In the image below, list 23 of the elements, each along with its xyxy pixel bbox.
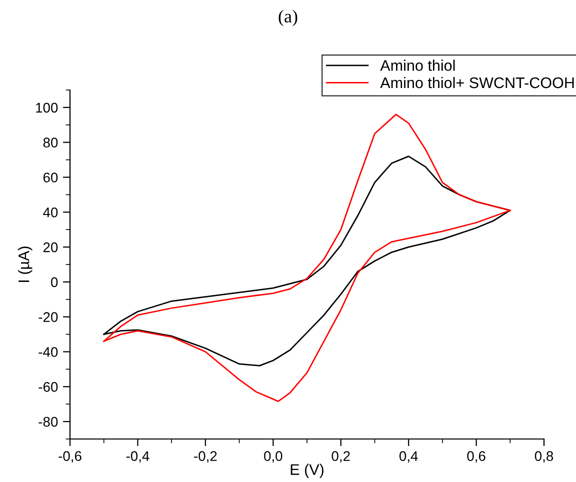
- y-tick-label: -60: [38, 382, 58, 392]
- y-axis-title: I (µA): [18, 246, 32, 282]
- y-tick-label: 80: [43, 138, 58, 148]
- x-tick-label: -0,4: [126, 451, 150, 463]
- x-tick-label: -0,6: [58, 451, 82, 463]
- x-tick-label: 0,6: [467, 451, 486, 463]
- y-tick-label: 40: [43, 207, 58, 218]
- x-tick-label: 0,0: [264, 451, 282, 463]
- x-tick-label: 0,8: [534, 451, 554, 463]
- y-tick-label: -40: [38, 347, 58, 357]
- y-tick-label: 60: [43, 172, 58, 182]
- x-tick-label: 0,2: [332, 451, 350, 463]
- y-tick-label: -20: [38, 312, 58, 322]
- x-tick-label: -0,2: [194, 451, 217, 463]
- y-tick-label: 0: [51, 277, 58, 288]
- chart-title: (a): [278, 10, 298, 26]
- x-tick-label: 0,4: [399, 451, 418, 463]
- legend-label: Amino thiol+ SWCNT-COOH: [380, 76, 574, 88]
- y-tick-label: 100: [36, 102, 58, 113]
- legend-label: Amino thiol: [380, 60, 455, 71]
- x-axis-title: E (V): [290, 464, 324, 478]
- y-tick-label: -80: [38, 416, 58, 427]
- y-tick-label: 20: [43, 242, 58, 252]
